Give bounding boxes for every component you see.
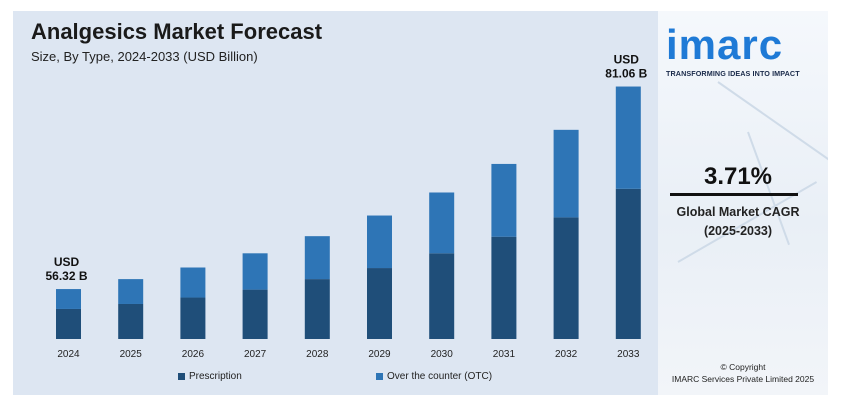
bar-prescription-2028 bbox=[304, 279, 330, 339]
x-tick-labels: 2024 2025 2026 2027 2028 2029 2030 2031 2032 2033 bbox=[57, 349, 639, 360]
bar-prescription-2025 bbox=[118, 303, 144, 339]
logo-tagline: TRANSFORMING IDEAS INTO IMPACT bbox=[666, 69, 800, 78]
bar-prescription-2024 bbox=[56, 308, 81, 339]
stacked-bar-chart: 2024 2025 2026 2027 2028 2029 2030 2031 2032 2033… bbox=[45, 53, 647, 360]
bars-group bbox=[56, 86, 641, 339]
bar-prescription-2032 bbox=[553, 217, 579, 339]
x-tick-label-2026: 2026 bbox=[182, 349, 205, 360]
legend-item-prescription: Prescription bbox=[178, 371, 242, 382]
logo-wordmark: imarc bbox=[666, 21, 784, 68]
cagr-label-line2: (2025-2033) bbox=[703, 224, 773, 238]
legend-item-otc: Over the counter (OTC) bbox=[376, 371, 492, 382]
legend-swatch-prescription bbox=[178, 373, 185, 380]
bar-otc-2033 bbox=[615, 86, 641, 189]
x-tick-label-2032: 2032 bbox=[555, 349, 578, 360]
bar-otc-2031 bbox=[491, 163, 517, 237]
copyright-line1: © Copyright bbox=[720, 362, 766, 372]
legend-swatch-otc bbox=[376, 373, 383, 380]
bar-prescription-2026 bbox=[180, 297, 206, 339]
bar-prescription-2029 bbox=[367, 268, 392, 339]
x-tick-label-2024: 2024 bbox=[57, 349, 80, 360]
bar-prescription-2027 bbox=[242, 289, 268, 339]
legend-label-prescription: Prescription bbox=[189, 371, 242, 382]
x-tick-label-2030: 2030 bbox=[431, 349, 454, 360]
x-tick-label-2033: 2033 bbox=[617, 349, 640, 360]
x-tick-label-2029: 2029 bbox=[368, 349, 391, 360]
x-tick-label-2027: 2027 bbox=[244, 349, 267, 360]
bar-prescription-2030 bbox=[429, 253, 455, 339]
infographic-frame: Analgesics Market Forecast Size, By Type… bbox=[13, 11, 828, 395]
copyright-line2: IMARC Services Private Limited 2025 bbox=[671, 374, 815, 384]
bar-otc-2032 bbox=[553, 129, 579, 218]
x-tick-label-2028: 2028 bbox=[306, 349, 329, 360]
bar-prescription-2033 bbox=[615, 188, 641, 339]
side-panel: imarc TRANSFORMING IDEAS INTO IMPACT 3.7… bbox=[658, 11, 828, 395]
cagr-label: Global Market CAGR (2025-2033) bbox=[658, 203, 818, 241]
x-tick-label-2025: 2025 bbox=[120, 349, 143, 360]
copyright: © Copyright IMARC Services Private Limit… bbox=[658, 361, 828, 385]
callout-end-line2: 81.06 B bbox=[605, 67, 647, 81]
bar-otc-2029 bbox=[367, 215, 392, 269]
bar-otc-2028 bbox=[304, 236, 330, 280]
cagr-divider bbox=[670, 193, 798, 196]
chart-title: Analgesics Market Forecast bbox=[31, 19, 323, 44]
callout-start-line1: USD bbox=[54, 255, 80, 269]
imarc-logo: imarc TRANSFORMING IDEAS INTO IMPACT bbox=[666, 21, 826, 79]
bar-otc-2027 bbox=[242, 253, 268, 290]
decorative-line bbox=[717, 81, 828, 164]
bar-otc-2024 bbox=[56, 289, 81, 309]
cagr-label-line1: Global Market CAGR bbox=[676, 205, 800, 219]
legend-label-otc: Over the counter (OTC) bbox=[387, 371, 493, 382]
bar-otc-2026 bbox=[180, 267, 206, 298]
bar-otc-2030 bbox=[429, 192, 455, 254]
callout-end-line1: USD bbox=[614, 53, 640, 67]
x-tick-label-2031: 2031 bbox=[493, 349, 516, 360]
bar-prescription-2031 bbox=[491, 236, 517, 339]
chart-subtitle: Size, By Type, 2024-2033 (USD Billion) bbox=[31, 49, 258, 64]
cagr-value: 3.71% bbox=[703, 163, 773, 190]
chart-panel: Analgesics Market Forecast Size, By Type… bbox=[13, 11, 658, 395]
chart-legend: Prescription Over the counter (OTC) bbox=[13, 371, 658, 387]
callout-start-line2: 56.32 B bbox=[45, 269, 87, 283]
bar-otc-2025 bbox=[118, 279, 144, 304]
